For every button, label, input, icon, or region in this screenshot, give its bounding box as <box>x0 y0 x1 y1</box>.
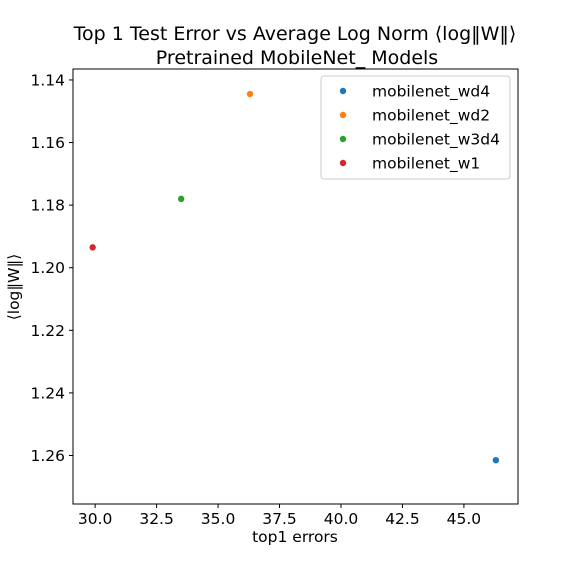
plot-area-frame <box>72 68 519 505</box>
point-mobilenet-w3d4 <box>177 195 185 203</box>
y-tick-label: 1.22 <box>30 322 65 340</box>
y-tick-label: 1.26 <box>30 447 65 465</box>
chart-title: Top 1 Test Error vs Average Log Norm ⟨lo… <box>73 23 517 45</box>
legend: mobilenet_wd4 mobilenet_wd2 mobilenet_w3d4… <box>320 75 511 180</box>
legend-marker-mobilenet-wd2 <box>339 111 347 119</box>
x-axis-label: top1 errors <box>252 528 338 546</box>
y-tick-label: 1.24 <box>30 384 65 402</box>
point-mobilenet-wd4 <box>492 456 500 464</box>
x-tick-label: 30.0 <box>78 510 113 528</box>
legend-label: mobilenet_w3d4 <box>372 131 500 150</box>
y-tick-label: 1.20 <box>30 259 65 277</box>
x-tick-label: 42.5 <box>385 510 420 528</box>
legend-marker-mobilenet-w1 <box>339 159 347 167</box>
x-tick-label: 37.5 <box>262 510 297 528</box>
data-points <box>89 90 500 464</box>
y-tick-label: 1.16 <box>30 134 65 152</box>
y-tick-label: 1.14 <box>30 71 65 89</box>
legend-marker-mobilenet-w3d4 <box>339 135 347 143</box>
y-tick-label: 1.18 <box>30 197 65 215</box>
point-mobilenet-w1 <box>89 244 96 251</box>
legend-label: mobilenet_wd2 <box>372 107 490 126</box>
x-axis: 30.0 32.5 35.0 37.5 40.0 42.5 45.0 <box>78 504 481 528</box>
point-mobilenet-wd2 <box>246 90 254 98</box>
y-axis: 1.14 1.16 1.18 1.20 1.22 1.24 1.26 <box>30 71 73 465</box>
legend-marker-mobilenet-wd4 <box>339 87 347 95</box>
legend-frame <box>320 75 511 180</box>
y-axis-label: ⟨log‖W‖⟩ <box>5 254 23 321</box>
x-tick-label: 45.0 <box>447 510 482 528</box>
x-tick-label: 35.0 <box>201 510 236 528</box>
chart-subtitle: Pretrained MobileNet_ Models <box>156 47 438 69</box>
x-tick-label: 40.0 <box>324 510 359 528</box>
legend-label: mobilenet_wd4 <box>372 83 490 102</box>
x-tick-label: 32.5 <box>139 510 174 528</box>
legend-label: mobilenet_w1 <box>372 155 480 174</box>
